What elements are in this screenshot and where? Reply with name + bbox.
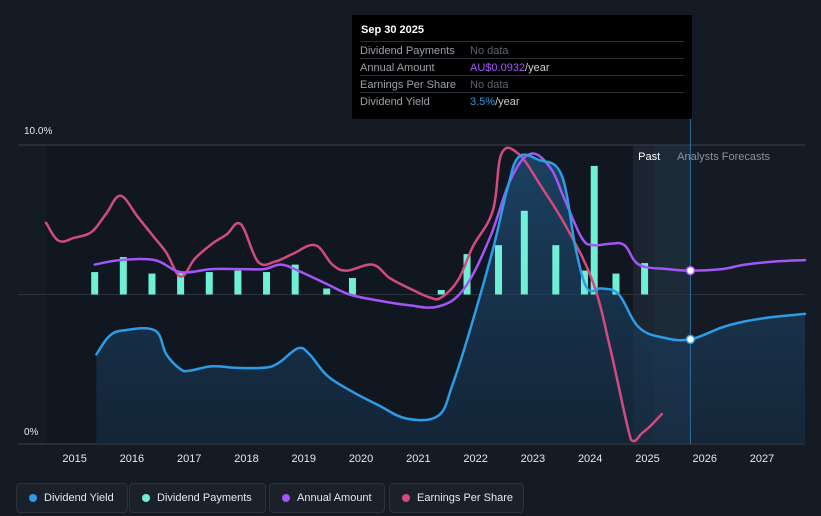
tooltip-date: Sep 30 2025 xyxy=(361,24,424,36)
chart-tooltip: Sep 30 2025 Dividend Payments No data An… xyxy=(352,15,692,119)
legend-dot-icon xyxy=(402,494,410,502)
dividend-yield-line xyxy=(95,153,807,422)
legend-item-dividend-payments[interactable]: Dividend Payments xyxy=(129,483,266,513)
dividend-payment-bar xyxy=(612,273,620,295)
tooltip-value: No data xyxy=(470,45,509,57)
past-region-label: Past xyxy=(638,151,660,163)
tooltip-row-annual-amount: Annual Amount AU$0.0932/year xyxy=(360,58,684,76)
earnings-per-share-line xyxy=(44,146,664,443)
x-tick-label: 2024 xyxy=(578,453,602,465)
x-tick-label: 2018 xyxy=(234,453,258,465)
x-tick-label: 2017 xyxy=(177,453,201,465)
dividend-payment-bar xyxy=(552,245,560,295)
dividend-payment-bar xyxy=(641,263,649,295)
x-tick-label: 2023 xyxy=(521,453,545,465)
annual-amount-current-marker xyxy=(685,265,696,276)
x-tick-label: 2026 xyxy=(693,453,717,465)
tooltip-row-dividend-payments: Dividend Payments No data xyxy=(360,41,684,59)
y-axis-top-label: 10.0% xyxy=(24,126,53,137)
legend-dot-icon xyxy=(29,494,37,502)
x-tick-label: 2027 xyxy=(750,453,774,465)
dividend-payment-bar xyxy=(148,273,156,295)
tooltip-value: AU$0.0932/year xyxy=(470,62,550,74)
x-tick-label: 2021 xyxy=(406,453,430,465)
tooltip-label: Earnings Per Share xyxy=(360,79,456,91)
dividend-payment-bar xyxy=(348,278,356,295)
legend-label: Earnings Per Share xyxy=(417,492,513,504)
tooltip-value: 3.5%/year xyxy=(470,96,520,108)
dividend-payment-bar xyxy=(263,272,271,295)
dividend-payment-bar xyxy=(119,257,127,295)
annual-amount-line xyxy=(93,152,807,309)
dividend-yield-current-marker xyxy=(685,334,696,345)
legend-item-earnings-per-share[interactable]: Earnings Per Share xyxy=(389,483,524,513)
dividend-yield-area xyxy=(96,154,805,444)
dividend-payment-bar xyxy=(205,272,213,295)
x-tick-label: 2025 xyxy=(635,453,659,465)
x-tick-label: 2015 xyxy=(62,453,86,465)
legend-label: Dividend Yield xyxy=(44,492,114,504)
dividend-payment-bar xyxy=(520,210,528,295)
legend-label: Dividend Payments xyxy=(157,492,252,504)
dividend-payment-bar xyxy=(590,165,598,295)
tooltip-label: Dividend Payments xyxy=(360,45,455,57)
legend-label: Annual Amount xyxy=(297,492,372,504)
tooltip-row-earnings-per-share: Earnings Per Share No data xyxy=(360,75,684,93)
dividend-payment-bar xyxy=(234,270,242,295)
dividend-payment-bar xyxy=(291,264,299,295)
dividend-payment-bar xyxy=(91,272,99,295)
dividend-payment-bar xyxy=(323,288,331,295)
x-tick-label: 2016 xyxy=(120,453,144,465)
legend-item-annual-amount[interactable]: Annual Amount xyxy=(269,483,385,513)
tooltip-label: Dividend Yield xyxy=(360,96,430,108)
forecast-region-label: Analysts Forecasts xyxy=(677,151,770,163)
legend-item-dividend-yield[interactable]: Dividend Yield xyxy=(16,483,128,513)
x-tick-label: 2019 xyxy=(292,453,316,465)
legend-dot-icon xyxy=(282,494,290,502)
tooltip-label: Annual Amount xyxy=(360,62,435,74)
tooltip-row-dividend-yield: Dividend Yield 3.5%/year xyxy=(360,92,684,110)
legend-dot-icon xyxy=(142,494,150,502)
x-tick-label: 2022 xyxy=(463,453,487,465)
dividend-payment-bar xyxy=(177,272,185,295)
x-tick-label: 2020 xyxy=(349,453,373,465)
y-axis-bottom-label: 0% xyxy=(24,427,39,438)
dividend-payment-bar xyxy=(495,245,503,295)
dividend-payment-bar xyxy=(463,254,471,295)
tooltip-value: No data xyxy=(470,79,509,91)
dividend-payment-bar xyxy=(437,290,445,295)
